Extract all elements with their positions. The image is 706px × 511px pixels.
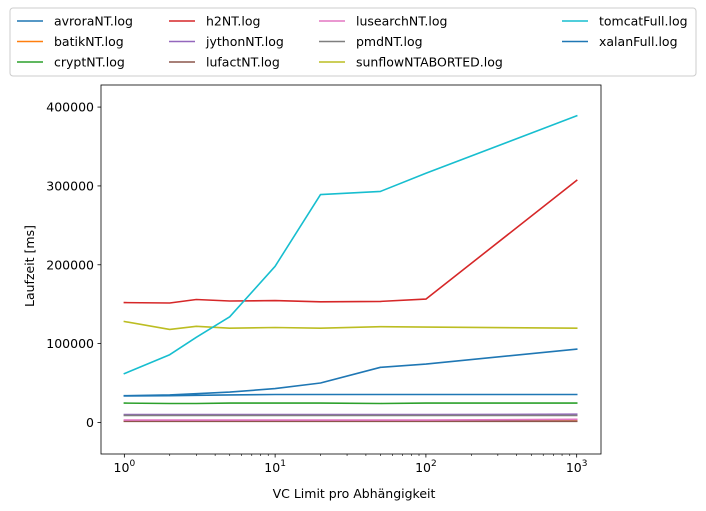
legend-label: cryptNT.log <box>54 55 125 70</box>
legend-label: tomcatFull.log <box>599 14 688 29</box>
plot-area: 100 101 102 103 0 100000 200000 300000 400000 <box>46 84 602 475</box>
y-tick-label: 200000 <box>46 257 94 272</box>
legend-label: sunflowNTABORTED.log <box>356 55 503 70</box>
x-tick-label: 100 <box>114 459 136 475</box>
series-line-avrorant-log <box>123 393 578 397</box>
legend-box <box>9 7 697 77</box>
y-tick-label: 0 <box>86 415 94 430</box>
legend-label: xalanFull.log <box>599 34 678 49</box>
y-tick-label: 400000 <box>46 100 94 115</box>
y-tick-label: 300000 <box>46 178 94 193</box>
x-tick-label: 102 <box>415 459 437 475</box>
series-line-xalanfull-log <box>123 348 578 397</box>
series-line-lusearchnt-log <box>123 418 578 421</box>
legend-label: pmdNT.log <box>356 34 423 49</box>
legend-label: batikNT.log <box>54 34 124 49</box>
legend-label: jythonNT.log <box>205 34 284 49</box>
x-tick-label: 101 <box>264 459 286 475</box>
legend-label: avroraNT.log <box>54 14 133 29</box>
y-tick-label: 100000 <box>46 336 94 351</box>
legend-label: h2NT.log <box>206 14 260 29</box>
series-line-sunflowntaborted-log <box>123 320 578 331</box>
series-line-tomcatfull-log <box>123 114 578 375</box>
x-tick-label: 103 <box>566 459 588 475</box>
y-axis-label: Laufzeit [ms] <box>22 225 37 307</box>
axes-frame <box>100 84 602 455</box>
x-axis-label: VC Limit pro Abhängigkeit <box>273 486 436 501</box>
series-line-h2nt-log <box>123 179 578 304</box>
legend-label: lusearchNT.log <box>356 14 447 29</box>
legend-label: lufactNT.log <box>206 55 280 70</box>
legend: avroraNT.log batikNT.log cryptNT.log h2NT.l… <box>9 7 697 77</box>
